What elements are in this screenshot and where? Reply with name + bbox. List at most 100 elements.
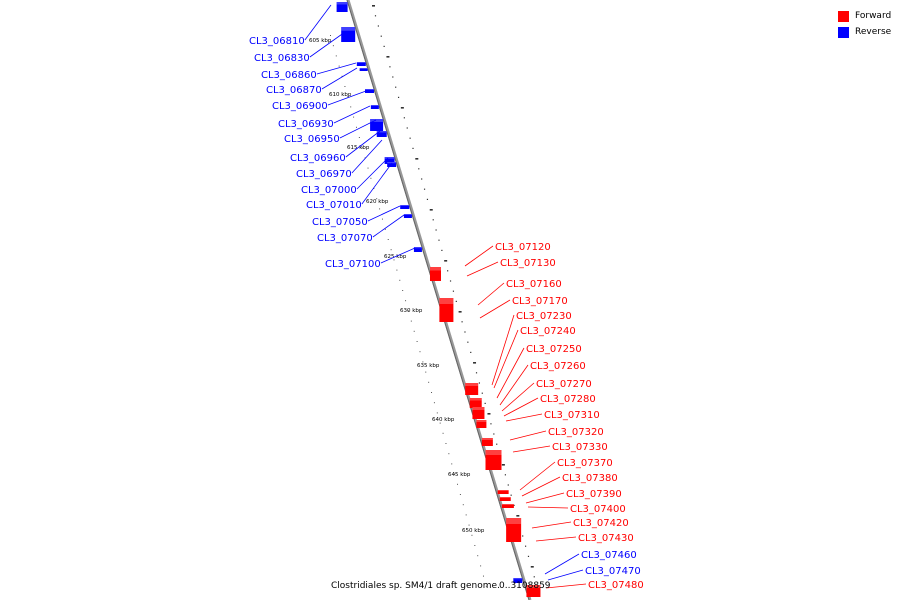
gene-block bbox=[384, 157, 395, 164]
tick-dot bbox=[482, 575, 484, 577]
gene-block bbox=[376, 131, 387, 137]
gene-block-highlight bbox=[469, 398, 482, 401]
tick-dot bbox=[439, 422, 441, 424]
connector-line bbox=[339, 119, 377, 139]
gene-label-reverse: CL3_06860 bbox=[261, 70, 317, 81]
connector-line bbox=[327, 90, 367, 106]
connector-line bbox=[367, 205, 401, 222]
gene-label-reverse: CL3_06810 bbox=[249, 36, 305, 47]
scale-label: 650 kbp bbox=[462, 528, 485, 534]
gene-label-forward: CL3_07400 bbox=[570, 504, 626, 515]
tick-dot bbox=[487, 413, 491, 415]
tick-dot bbox=[423, 188, 426, 190]
inner-tick-dots bbox=[330, 35, 487, 587]
connector-line bbox=[545, 583, 587, 589]
gene-block-highlight bbox=[497, 490, 509, 491]
gene-label-forward: CL3_07430 bbox=[578, 533, 634, 544]
tick-dot bbox=[400, 107, 404, 109]
genome-axis-line bbox=[346, 0, 532, 600]
tick-dot bbox=[395, 86, 397, 88]
genome-axis-shadow bbox=[346, 0, 530, 600]
tick-dot bbox=[373, 188, 375, 189]
genome-axis bbox=[346, 0, 532, 600]
gene-block bbox=[481, 438, 493, 446]
gene-label-forward: CL3_07170 bbox=[512, 296, 568, 307]
tick-dot bbox=[459, 494, 461, 495]
tick-dot bbox=[402, 290, 404, 291]
gene-label-reverse: CL3_06900 bbox=[272, 101, 328, 112]
tick-dot bbox=[335, 55, 337, 57]
connector-line bbox=[316, 62, 357, 75]
gene-block-highlight bbox=[476, 420, 487, 422]
gene-block-highlight bbox=[370, 119, 384, 122]
genome-caption: Clostridiales sp. SM4/1 draft genome. bbox=[331, 581, 500, 591]
tick-dot bbox=[496, 443, 498, 445]
tick-dot bbox=[361, 147, 363, 149]
gene-label-forward: CL3_07270 bbox=[536, 379, 592, 390]
tick-dot bbox=[428, 381, 430, 383]
tick-dot bbox=[403, 117, 405, 119]
tick-dot bbox=[504, 474, 506, 476]
gene-block-highlight bbox=[413, 247, 422, 249]
tick-dot bbox=[350, 106, 352, 108]
connector-line bbox=[464, 245, 494, 267]
gene-labels: CL3_06810 CL3_06830 CL3_06860 CL3_06870 CL3_… bbox=[249, 36, 644, 591]
tick-dot bbox=[380, 35, 382, 37]
connector-line bbox=[361, 162, 393, 205]
gene-block-highlight bbox=[356, 62, 366, 63]
gene-block bbox=[465, 383, 479, 395]
tick-dot bbox=[451, 463, 453, 465]
scale-label: 605 kbp bbox=[309, 38, 332, 44]
gene-block bbox=[387, 162, 397, 167]
connector-line bbox=[519, 461, 556, 491]
tick-dot bbox=[421, 178, 423, 180]
gene-label-reverse: CL3_07460 bbox=[581, 550, 637, 561]
connector-line bbox=[527, 506, 569, 509]
tick-dot bbox=[522, 535, 524, 537]
gene-block-highlight bbox=[359, 68, 368, 69]
scale-label: 645 kbp bbox=[448, 472, 471, 478]
tick-dot bbox=[409, 137, 411, 139]
connector-line bbox=[521, 476, 561, 497]
connector-line bbox=[535, 536, 577, 542]
tick-dot bbox=[478, 382, 481, 384]
tick-dot bbox=[445, 443, 447, 444]
gene-block bbox=[429, 267, 441, 281]
tick-dot bbox=[374, 15, 377, 17]
gene-label-forward: CL3_07380 bbox=[562, 473, 618, 484]
gene-block bbox=[513, 578, 523, 583]
gene-block bbox=[506, 518, 522, 542]
tick-dot bbox=[413, 330, 415, 332]
gene-block bbox=[439, 298, 454, 322]
gene-blocks bbox=[336, 2, 541, 597]
tick-dot bbox=[493, 433, 495, 435]
tick-dot bbox=[480, 565, 482, 567]
reverse-label: Reverse bbox=[855, 27, 892, 37]
tick-dot bbox=[344, 86, 346, 87]
tick-dot bbox=[418, 168, 420, 170]
tick-dot bbox=[467, 341, 469, 343]
gene-block-highlight bbox=[481, 438, 493, 440]
gene-block bbox=[469, 398, 482, 408]
tick-dot bbox=[358, 137, 360, 138]
gene-block bbox=[364, 89, 374, 93]
tick-dot bbox=[485, 585, 487, 587]
connector-line bbox=[509, 430, 547, 441]
gene-label-forward: CL3_07120 bbox=[495, 242, 551, 253]
tick-dot bbox=[510, 494, 512, 496]
connector-line bbox=[309, 31, 346, 58]
gene-block bbox=[341, 27, 356, 42]
gene-label-forward: CL3_07390 bbox=[566, 489, 622, 500]
gene-label-forward: CL3_07280 bbox=[540, 394, 596, 405]
forward-label: Forward bbox=[855, 11, 892, 21]
tick-dot bbox=[452, 290, 455, 292]
connector-line bbox=[477, 282, 505, 306]
gene-label-reverse: CL3_06960 bbox=[290, 153, 346, 164]
tick-dot bbox=[449, 280, 452, 282]
tick-dot bbox=[484, 402, 486, 404]
gene-label-forward: CL3_07130 bbox=[500, 258, 556, 269]
gene-label-reverse: CL3_06970 bbox=[296, 169, 352, 180]
tick-dot bbox=[406, 127, 408, 129]
label-connectors bbox=[304, 4, 587, 589]
